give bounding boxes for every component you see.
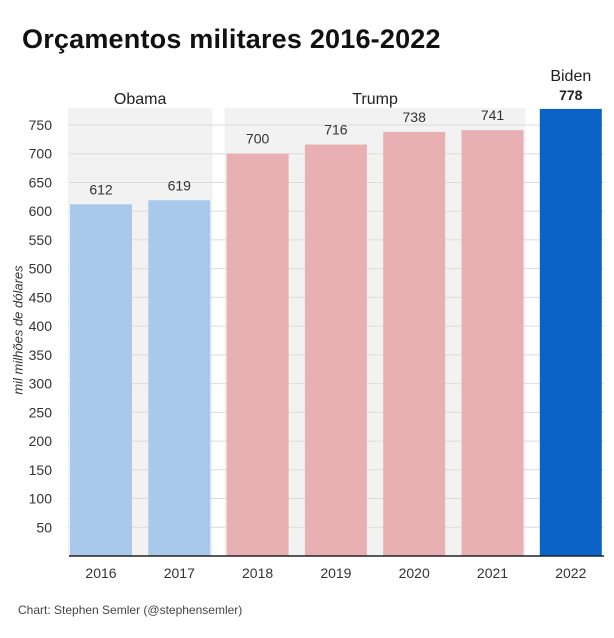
- y-tick-label: 100: [29, 491, 53, 507]
- y-tick-label: 750: [29, 117, 53, 133]
- data-label-2018: 700: [246, 131, 270, 147]
- y-tick-label: 200: [29, 433, 53, 449]
- data-label-2016: 612: [89, 181, 113, 197]
- y-tick-label: 400: [29, 318, 53, 334]
- y-tick-label: 50: [36, 519, 52, 535]
- bar-2017: [148, 200, 211, 557]
- y-tick-label: 550: [29, 232, 53, 248]
- x-tick-label: 2016: [85, 565, 116, 581]
- y-tick-label: 300: [29, 376, 53, 392]
- x-tick-label: 2020: [399, 565, 430, 581]
- group-label-obama: Obama: [114, 91, 167, 108]
- y-tick-label: 250: [29, 404, 53, 420]
- bar-2016: [70, 204, 132, 556]
- x-tick-label: 2021: [477, 565, 508, 581]
- data-label-2020: 738: [403, 109, 427, 125]
- y-tick-label: 450: [29, 289, 53, 305]
- x-tick-label: 2019: [320, 565, 351, 581]
- data-label-2022: 778: [559, 87, 583, 103]
- y-tick-label: 650: [29, 174, 53, 190]
- data-label-2019: 716: [324, 122, 348, 138]
- group-label-biden: Biden: [550, 68, 591, 85]
- x-tick-label: 2017: [164, 565, 195, 581]
- bar-2021: [461, 130, 524, 556]
- y-tick-label: 700: [29, 146, 53, 162]
- y-tick-label: 500: [29, 261, 53, 277]
- y-tick-label: 350: [29, 347, 53, 363]
- x-tick-label: 2022: [555, 565, 586, 581]
- data-label-2017: 619: [168, 177, 192, 193]
- bar-2020: [383, 131, 446, 556]
- bar-2022: [539, 108, 602, 556]
- bar-2019: [304, 144, 367, 556]
- group-label-trump: Trump: [352, 91, 398, 108]
- x-tick-label: 2018: [242, 565, 273, 581]
- bar-2018: [226, 153, 289, 556]
- data-label-2021: 741: [481, 107, 505, 123]
- y-tick-label: 600: [29, 203, 53, 219]
- y-tick-label: 150: [29, 462, 53, 478]
- chart-source: Chart: Stephen Semler (@stephensemler): [18, 603, 243, 617]
- chart-title: Orçamentos militares 2016-2022: [22, 24, 441, 54]
